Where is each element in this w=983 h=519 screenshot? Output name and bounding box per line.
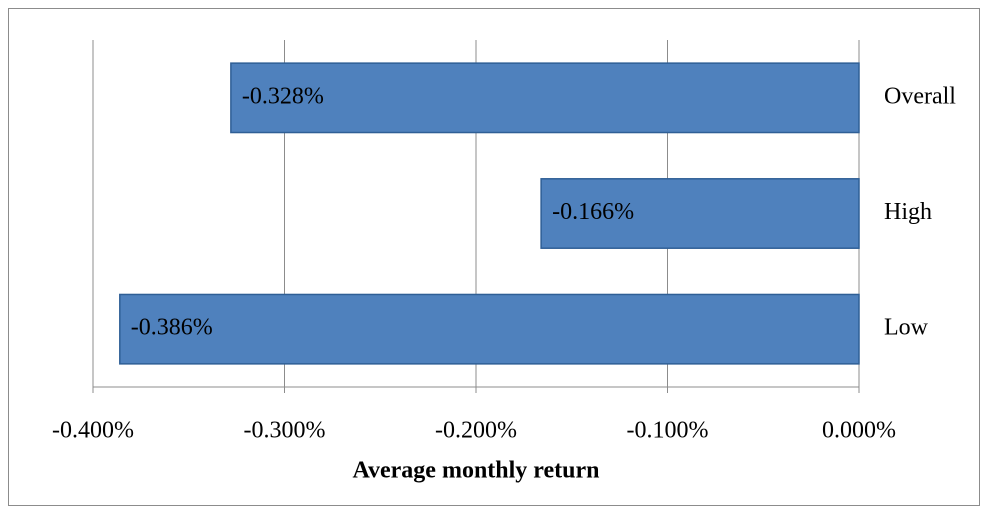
category-label: Low bbox=[884, 315, 929, 341]
category-label: Overall bbox=[884, 83, 956, 109]
data-label: -0.328% bbox=[242, 83, 324, 109]
x-tick-label: 0.000% bbox=[822, 418, 896, 444]
x-axis-title: Average monthly return bbox=[352, 458, 599, 484]
data-label: -0.386% bbox=[131, 315, 213, 341]
x-tick-label: -0.400% bbox=[52, 418, 134, 444]
x-tick-label: -0.100% bbox=[627, 418, 709, 444]
bar bbox=[119, 293, 860, 365]
data-label: -0.166% bbox=[552, 199, 634, 225]
x-tick-label: -0.300% bbox=[244, 418, 326, 444]
category-label: High bbox=[884, 199, 932, 225]
x-tick-label: -0.200% bbox=[435, 418, 517, 444]
bar bbox=[540, 178, 860, 249]
bar bbox=[230, 62, 860, 134]
